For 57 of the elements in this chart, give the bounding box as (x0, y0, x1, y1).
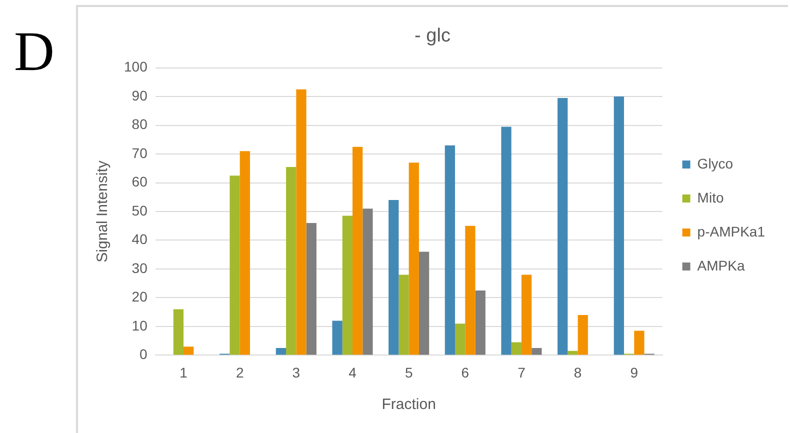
y-tick-label: 100 (124, 58, 148, 75)
bar (418, 252, 430, 355)
legend-label: p-AMPKa1 (697, 223, 766, 240)
legend-label: Glyco (697, 155, 734, 172)
x-tick-label: 2 (236, 364, 244, 380)
chart-title: - glc (414, 26, 450, 47)
y-tick-label: 80 (132, 116, 148, 132)
bar (501, 126, 512, 355)
x-tick-label: 9 (630, 364, 638, 380)
x-tick-label: 1 (180, 364, 188, 380)
bar (465, 226, 476, 355)
y-tick-label: 40 (132, 231, 148, 248)
bar (173, 309, 184, 355)
text: D (14, 20, 54, 84)
y-tick-label: 70 (132, 144, 148, 161)
y-tick-label: 90 (132, 87, 148, 104)
bar (511, 342, 522, 355)
x-axis-title: Fraction (382, 396, 436, 414)
y-tick-label: 0 (140, 346, 148, 362)
bar (532, 348, 542, 355)
bar (578, 314, 588, 355)
bar (634, 330, 644, 355)
bar (286, 166, 296, 355)
bar (444, 145, 456, 355)
y-tick-label: 60 (132, 174, 148, 190)
x-tick-label: 4 (348, 364, 357, 380)
y-axis-title: Signal Intensity (94, 160, 112, 262)
bar (362, 208, 373, 355)
bar (558, 98, 568, 355)
bar (296, 89, 306, 355)
x-tick-label: 5 (404, 364, 413, 380)
bar (408, 162, 419, 355)
bar (342, 216, 353, 355)
bar (475, 290, 486, 355)
bar (568, 350, 578, 355)
x-tick-label: 3 (292, 364, 300, 380)
y-tick-label: 10 (132, 317, 148, 334)
legend-label: Mito (697, 189, 724, 206)
bar (614, 96, 624, 355)
bar (184, 346, 194, 355)
bar (521, 274, 532, 355)
bar (306, 222, 316, 355)
bar (332, 320, 342, 355)
x-tick-label: 8 (574, 364, 582, 380)
bar (398, 274, 409, 355)
bar (240, 151, 250, 355)
bar (455, 324, 466, 355)
bar (276, 348, 286, 355)
x-tick-label: 7 (518, 364, 526, 380)
x-tick-label: 6 (461, 364, 470, 380)
bar (230, 176, 240, 355)
y-tick-label: 20 (132, 288, 148, 305)
y-tick-label: 30 (132, 260, 148, 276)
bar (352, 146, 363, 355)
legend-label: AMPKa (697, 257, 745, 274)
y-tick-label: 50 (132, 202, 148, 218)
bar (388, 200, 399, 355)
